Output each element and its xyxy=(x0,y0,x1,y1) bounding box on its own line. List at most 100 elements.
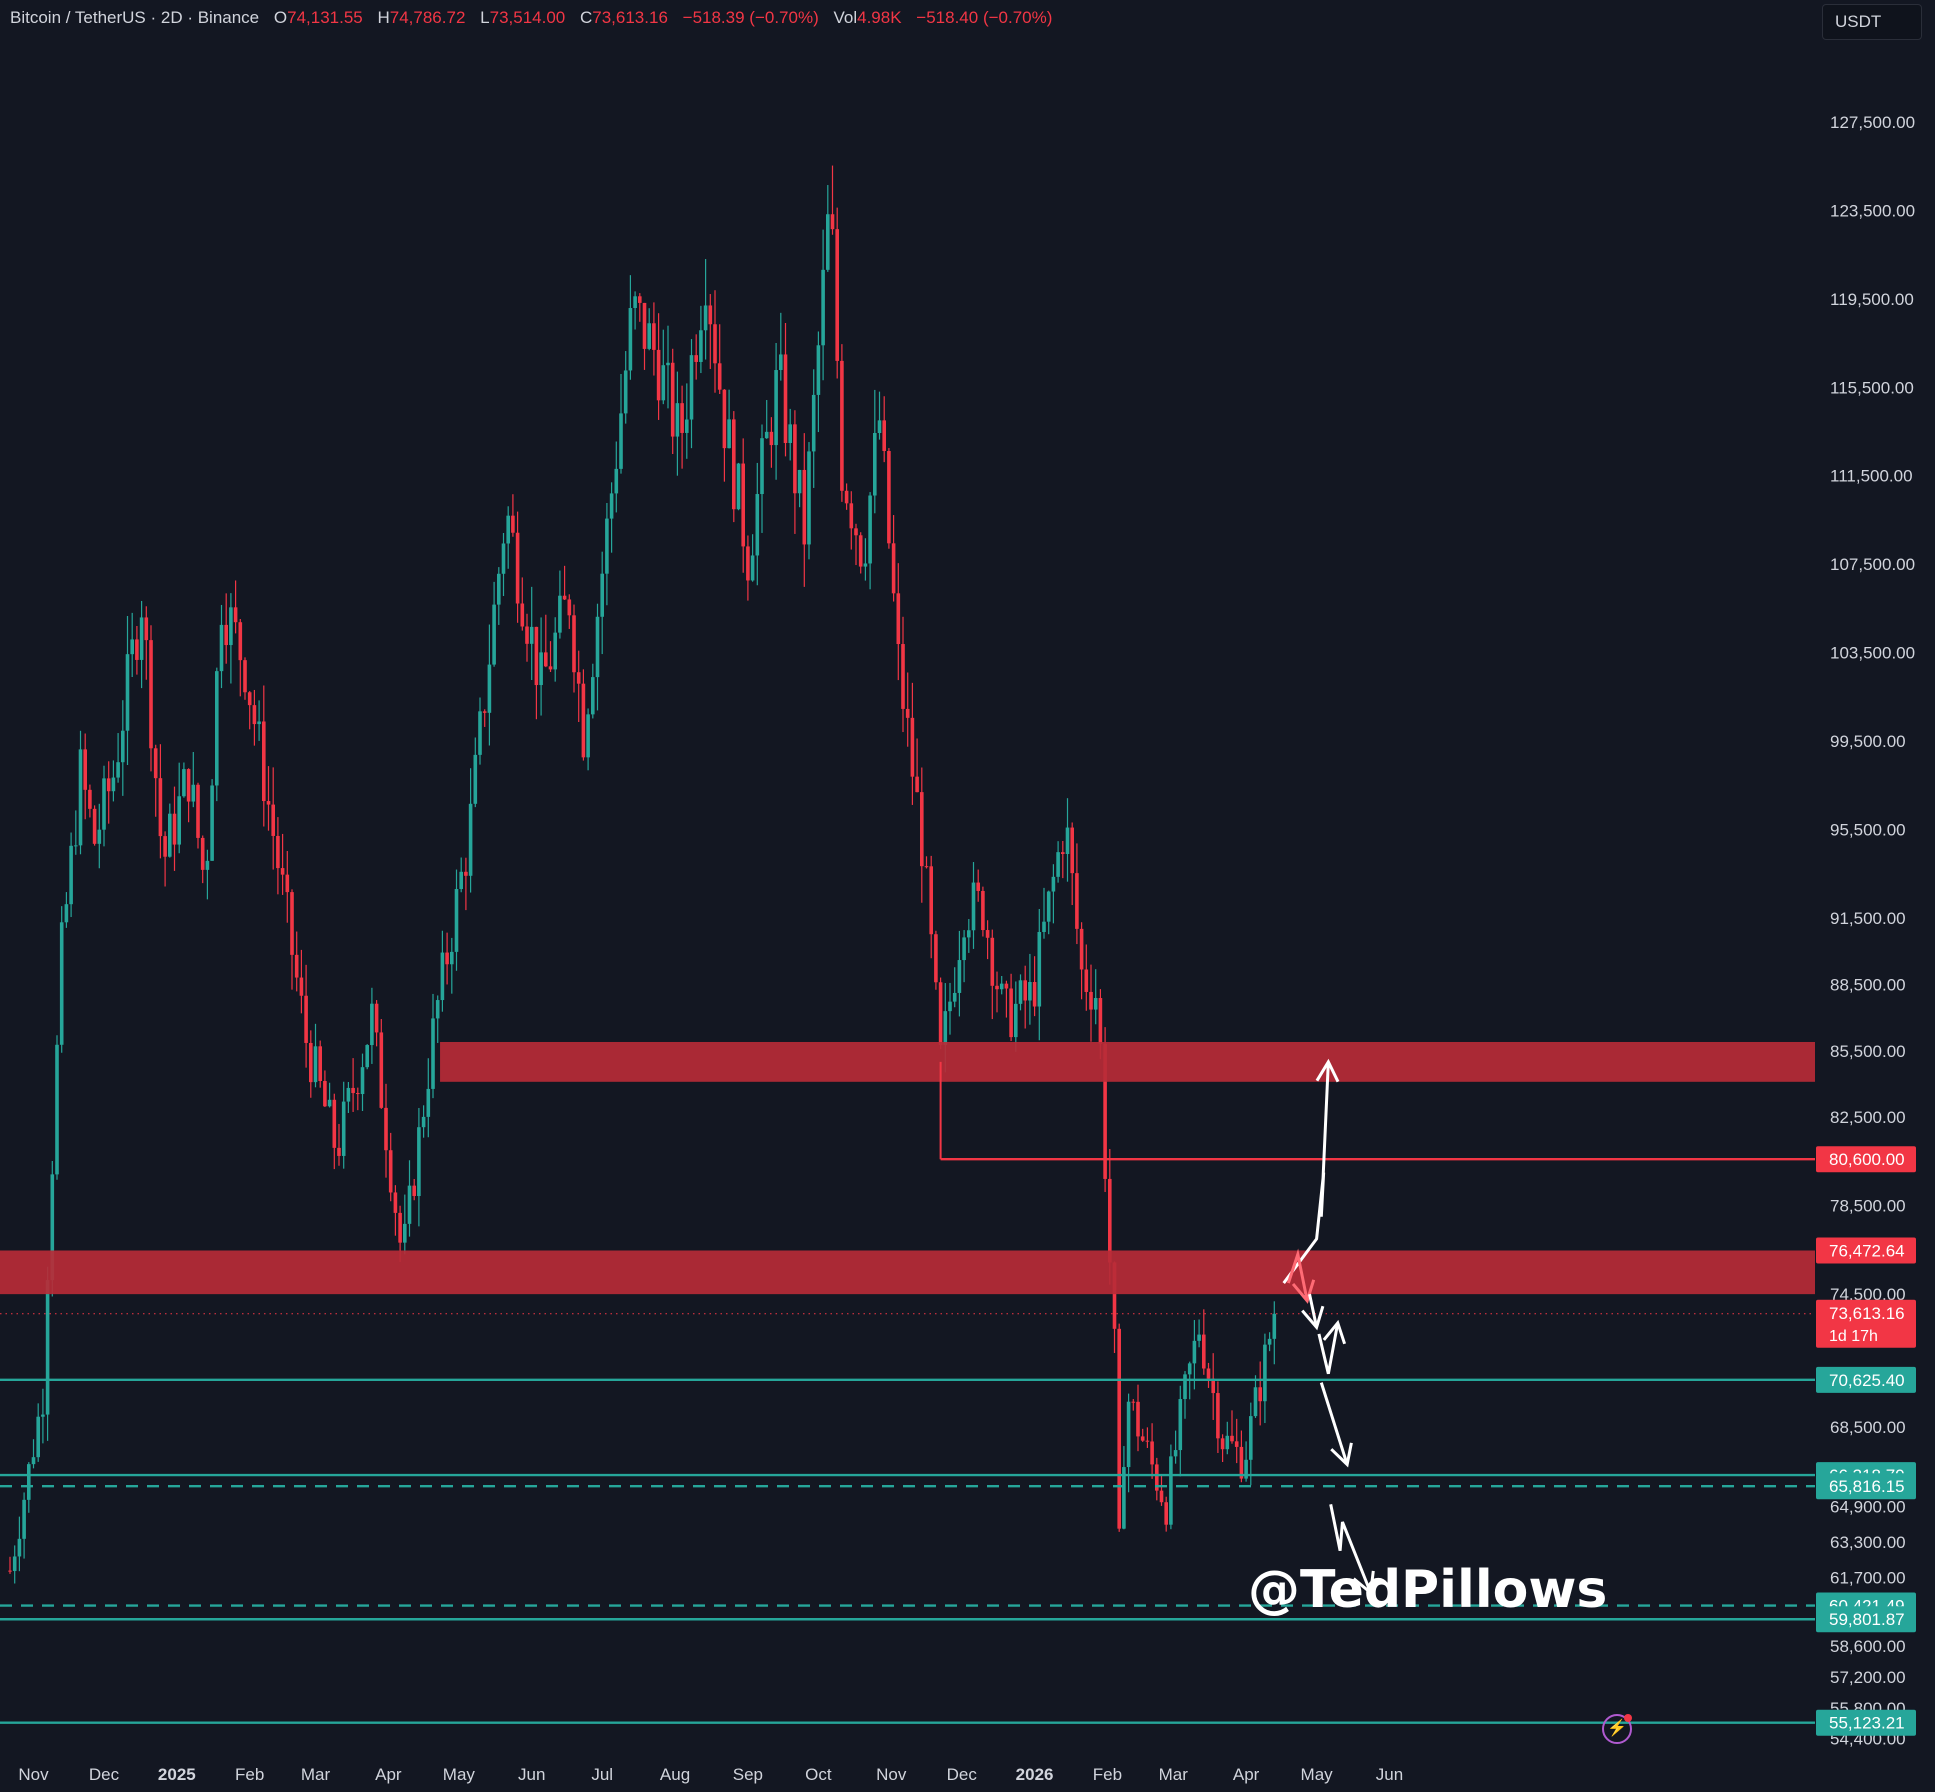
candle-body xyxy=(1230,1435,1234,1442)
candle-body xyxy=(1117,1328,1121,1529)
candle-body xyxy=(957,960,962,993)
price-level-badge xyxy=(1816,1299,1916,1348)
candle-body xyxy=(497,573,501,605)
resistance-zone[interactable] xyxy=(440,1041,1815,1082)
time-tick-label: 2026 xyxy=(1016,1765,1054,1784)
candle-body xyxy=(36,1416,40,1458)
candle-body xyxy=(924,866,929,868)
candle-body xyxy=(605,518,609,574)
candle-body xyxy=(656,349,661,401)
candle-body xyxy=(868,495,872,564)
candle-body xyxy=(337,1147,341,1156)
time-tick-label: Dec xyxy=(947,1765,978,1784)
arrow-head xyxy=(1352,1570,1375,1596)
candle-body xyxy=(426,1088,431,1117)
candle-body xyxy=(50,1174,55,1281)
candle-body xyxy=(468,803,473,876)
candle-body xyxy=(652,323,656,350)
annotation-arrow[interactable] xyxy=(1319,1382,1349,1465)
candle-body xyxy=(388,1150,393,1193)
currency-selector-button[interactable]: USDT xyxy=(1822,4,1922,40)
price-tick-label: 115,500.00 xyxy=(1830,378,1914,397)
candle-body xyxy=(290,892,294,955)
price-level-badge xyxy=(1816,1473,1916,1500)
candle-body xyxy=(971,882,976,931)
candle-body xyxy=(675,403,680,437)
time-tick-label: Apr xyxy=(1233,1765,1260,1784)
candle-body xyxy=(858,535,863,567)
candle-body xyxy=(708,305,713,325)
price-axis[interactable] xyxy=(1815,0,1935,1792)
candle-body xyxy=(553,632,557,670)
open-value: 74,131.55 xyxy=(287,8,363,27)
candle-body xyxy=(515,532,520,604)
candle-body xyxy=(929,866,933,935)
candle-body xyxy=(233,607,238,623)
price-level-label: 70,625.40 xyxy=(1829,1371,1905,1390)
volume-value: 4.98K xyxy=(857,8,902,27)
candle-body xyxy=(797,469,802,494)
time-tick-label: Oct xyxy=(805,1765,832,1784)
time-tick-label: Dec xyxy=(89,1765,120,1784)
candle-body xyxy=(1009,988,1013,1038)
candle-body xyxy=(285,874,290,893)
candle-body xyxy=(539,652,543,686)
price-tick-label: 127,500.00 xyxy=(1830,113,1915,132)
time-axis[interactable] xyxy=(0,1752,1935,1792)
author-watermark: @TedPillows xyxy=(1248,1560,1608,1620)
candle-body xyxy=(1159,1490,1164,1503)
candle-body xyxy=(976,882,980,891)
candle-body xyxy=(529,626,534,644)
annotation-arrow[interactable] xyxy=(1317,1322,1340,1375)
price-tick-label: 95,500.00 xyxy=(1830,821,1906,840)
candle-body xyxy=(360,1067,365,1095)
candle-body xyxy=(934,934,938,983)
candle-body xyxy=(172,813,177,845)
candle-body xyxy=(1211,1378,1215,1394)
open-label: O xyxy=(273,8,288,27)
candle-body xyxy=(995,985,999,990)
candle-body xyxy=(309,1042,313,1083)
resistance-zone[interactable] xyxy=(0,1250,1815,1295)
candle-body xyxy=(544,652,548,667)
lightning-icon[interactable]: ⚡ xyxy=(1602,1714,1632,1744)
candle-body xyxy=(793,424,797,494)
candle-body xyxy=(276,835,280,869)
candle-body xyxy=(764,431,769,439)
arrow-head xyxy=(1301,1305,1325,1331)
candle-body xyxy=(576,672,581,684)
candle-body xyxy=(591,677,595,715)
annotation-arrow[interactable] xyxy=(1329,1503,1373,1594)
candle-body xyxy=(642,302,647,349)
candle-body xyxy=(670,362,675,437)
candle-body xyxy=(788,424,792,444)
candle-body xyxy=(271,804,275,836)
resistance-zones-layer xyxy=(0,1041,1815,1295)
candle-body xyxy=(492,604,496,665)
candle-body xyxy=(139,617,144,660)
candle-body xyxy=(755,494,760,556)
candle-body xyxy=(854,528,858,536)
annotation-arrow[interactable] xyxy=(1308,1293,1319,1328)
annotation-arrow[interactable] xyxy=(1286,1248,1309,1302)
candle-body xyxy=(826,214,830,270)
candle-body xyxy=(905,708,910,718)
annotation-arrow[interactable] xyxy=(1282,1061,1330,1284)
symbol-name[interactable]: Bitcoin / TetherUS · 2D · Binance xyxy=(10,8,260,27)
candle-body xyxy=(849,503,854,529)
symbol-legend[interactable]: Bitcoin / TetherUS · 2D · Binance O74,13… xyxy=(10,8,1052,28)
candle-body xyxy=(407,1185,412,1224)
candle-body xyxy=(351,1087,355,1094)
candle-body xyxy=(191,784,196,802)
candle-body xyxy=(78,749,83,846)
time-tick-label: Feb xyxy=(1093,1765,1122,1784)
candle-body xyxy=(341,1101,346,1156)
candle-body xyxy=(1103,1043,1107,1179)
candle-body xyxy=(1225,1435,1230,1450)
candle-body xyxy=(1004,983,1009,989)
candle-body xyxy=(1037,932,1042,1007)
candle-body xyxy=(417,1127,421,1197)
candle-body xyxy=(1136,1401,1140,1437)
